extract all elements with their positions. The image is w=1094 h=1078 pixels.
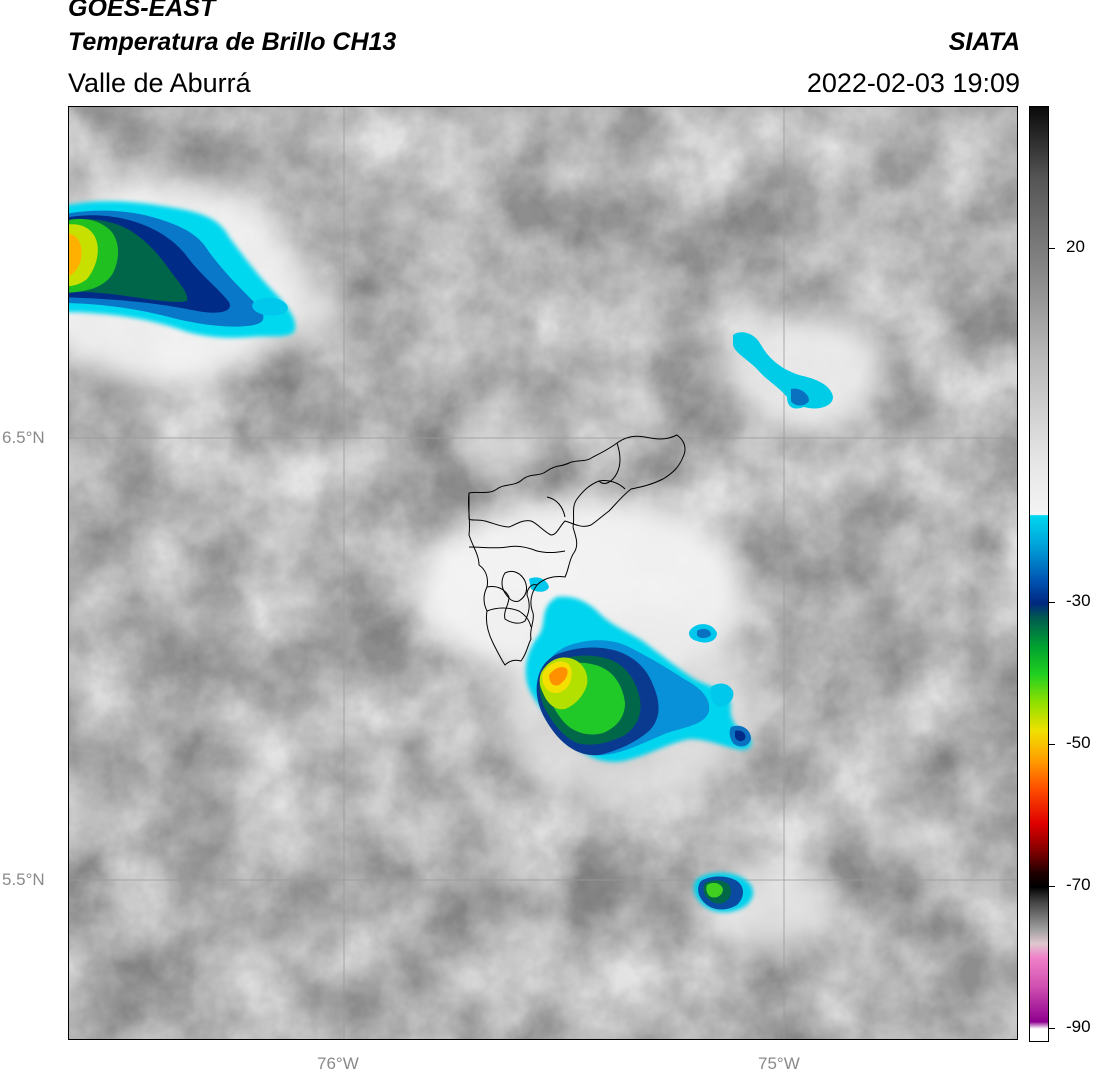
colorbar-tick-mark: [1049, 248, 1055, 249]
lat-label-6-5: 6.5°N: [2, 428, 45, 447]
graticule: [69, 107, 1017, 1039]
boundary-north-municipalities: [468, 434, 686, 536]
colorbar-gradient: [1030, 107, 1048, 1041]
lat-label-5-5: 5.5°N: [2, 870, 45, 889]
lon-label-76w: 76°W: [317, 1054, 359, 1073]
colorbar-tick-mark: [1049, 744, 1055, 745]
boundary-central-municipalities: [467, 492, 578, 666]
boundary-southcentral-municipality: [501, 570, 528, 602]
boundary-inner-lines-south: [468, 545, 566, 628]
boundary-inner-lines-north: [546, 442, 626, 528]
colorbar-tick-mark: [1049, 886, 1055, 887]
colorbar-tick-label: -30: [1066, 591, 1091, 610]
colorbar-tick-label: -50: [1066, 733, 1091, 752]
product-title: Temperatura de Brillo CH13: [68, 28, 397, 56]
satellite-imagery: [69, 107, 1017, 1039]
colorbar-tick-mark: [1049, 1028, 1055, 1029]
convective-cell-northwest: [69, 201, 296, 338]
cold-cloud-band-northeast-core: [791, 388, 809, 406]
small-cold-cloud-center: [529, 577, 549, 592]
small-cold-cloud-east-a-core: [697, 628, 711, 638]
municipal-boundaries: [467, 434, 686, 666]
colorbar-tick-mark: [1049, 602, 1055, 603]
lon-label-75w: 75°W: [758, 1054, 800, 1073]
satellite-map[interactable]: [68, 106, 1018, 1040]
colorbar-tick-label: 20: [1066, 237, 1085, 256]
colorbar-tick-label: -90: [1066, 1017, 1091, 1036]
colorbar-tick-label: -70: [1066, 875, 1091, 894]
small-cold-cloud-west: [252, 297, 288, 316]
convective-cell-south: [693, 872, 754, 913]
boundary-south-municipalities: [486, 584, 538, 624]
small-cold-cloud-east-b: [710, 683, 734, 707]
satellite-title: GOES-EAST: [68, 0, 216, 22]
cold-cloud-band-northeast: [733, 332, 833, 409]
organization-label: SIATA: [948, 28, 1020, 56]
region-subtitle: Valle de Aburrá: [68, 68, 251, 98]
datetime-label: 2022-02-03 19:09: [806, 68, 1020, 98]
colorbar: [1029, 106, 1049, 1042]
small-cold-cloud-east-c-core: [735, 730, 746, 742]
convective-cell-central: [525, 596, 752, 762]
